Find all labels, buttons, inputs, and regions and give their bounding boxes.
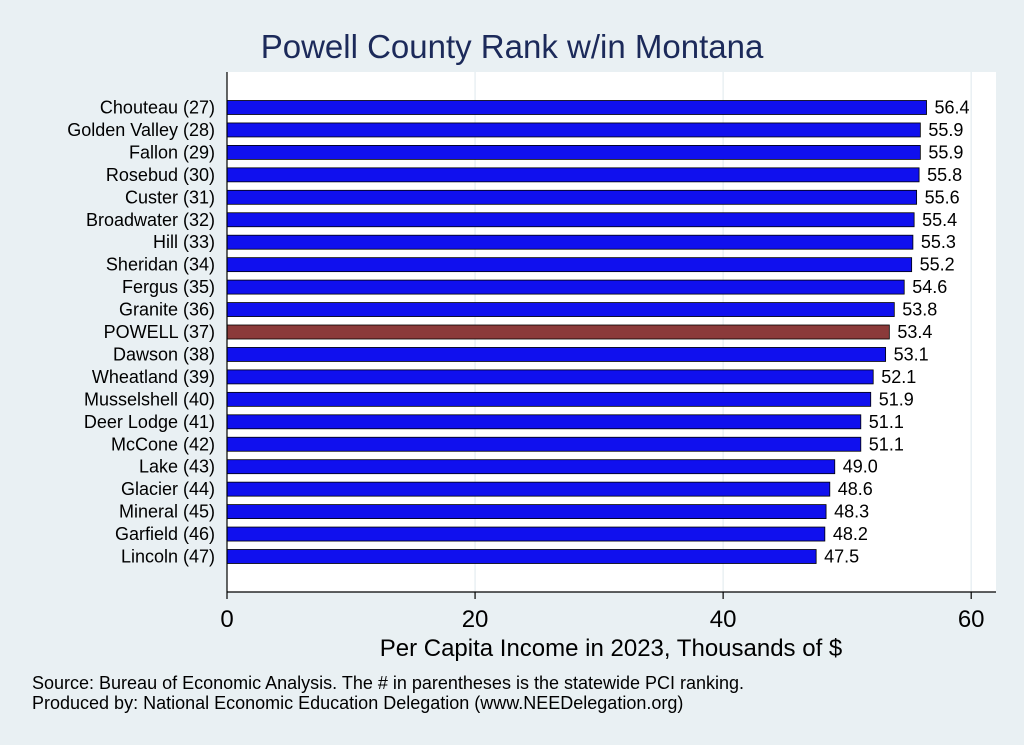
value-label: 55.9 (928, 142, 963, 162)
bar (226, 234, 914, 250)
value-label: 51.1 (869, 434, 904, 454)
category-label: Garfield (46) (115, 524, 215, 544)
bar (226, 369, 874, 385)
bar (226, 122, 921, 138)
value-label: 55.9 (928, 120, 963, 140)
x-tick-label: 20 (462, 606, 489, 633)
value-label: 48.6 (838, 479, 873, 499)
value-label: 53.4 (897, 322, 932, 342)
bar (226, 436, 862, 452)
value-label: 54.6 (912, 277, 947, 297)
category-label: Deer Lodge (41) (84, 412, 215, 432)
value-label: 55.3 (921, 232, 956, 252)
category-label: Fallon (29) (129, 142, 215, 162)
category-label: Dawson (38) (113, 344, 215, 364)
value-label: 51.1 (869, 412, 904, 432)
category-label: Musselshell (40) (84, 389, 215, 409)
category-label: McCone (42) (111, 434, 215, 454)
bar (226, 167, 920, 183)
category-label: Sheridan (34) (106, 255, 215, 275)
bar (226, 144, 921, 160)
x-tick-label: 0 (220, 606, 233, 633)
bar (226, 391, 872, 407)
category-label: Lake (43) (139, 457, 215, 477)
bar (226, 189, 918, 205)
value-label: 53.1 (894, 344, 929, 364)
value-label: 55.4 (922, 210, 957, 230)
category-label: POWELL (37) (104, 322, 215, 342)
bar (226, 257, 913, 273)
chart-title: Powell County Rank w/in Montana (260, 28, 764, 65)
value-label: 48.2 (833, 524, 868, 544)
bar (226, 459, 836, 475)
category-label: Fergus (35) (122, 277, 215, 297)
x-tick-label: 60 (958, 606, 985, 633)
x-tick-label: 40 (710, 606, 737, 633)
bar (226, 526, 826, 542)
produced-note: Produced by: National Economic Education… (32, 693, 684, 713)
bar (226, 347, 887, 362)
bar (226, 549, 817, 564)
value-label: 52.1 (881, 367, 916, 387)
bar-highlight (226, 324, 890, 340)
bar (226, 279, 905, 295)
category-label: Glacier (44) (121, 479, 215, 499)
category-label: Golden Valley (28) (67, 120, 215, 140)
bar (226, 212, 915, 228)
value-label: 51.9 (879, 389, 914, 409)
x-axis-label: Per Capita Income in 2023, Thousands of … (380, 635, 843, 662)
bar (226, 481, 831, 497)
value-label: 47.5 (824, 547, 859, 567)
category-label: Wheatland (39) (92, 367, 215, 387)
category-label: Hill (33) (153, 232, 215, 252)
category-label: Chouteau (27) (100, 98, 215, 118)
category-label: Rosebud (30) (106, 165, 215, 185)
value-label: 55.8 (927, 165, 962, 185)
category-label: Broadwater (32) (86, 210, 215, 230)
bar (226, 302, 895, 317)
bar (226, 504, 827, 520)
value-label: 48.3 (834, 502, 869, 522)
category-label: Lincoln (47) (121, 547, 215, 567)
category-label: Custer (31) (125, 187, 215, 207)
bar (226, 100, 927, 115)
value-label: 56.4 (935, 98, 970, 118)
category-label: Mineral (45) (119, 502, 215, 522)
value-label: 55.2 (920, 255, 955, 275)
source-note: Source: Bureau of Economic Analysis. The… (32, 673, 745, 693)
value-label: 49.0 (843, 457, 878, 477)
value-label: 53.8 (902, 300, 937, 320)
bar (226, 414, 862, 430)
category-label: Granite (36) (119, 300, 215, 320)
value-label: 55.6 (925, 187, 960, 207)
